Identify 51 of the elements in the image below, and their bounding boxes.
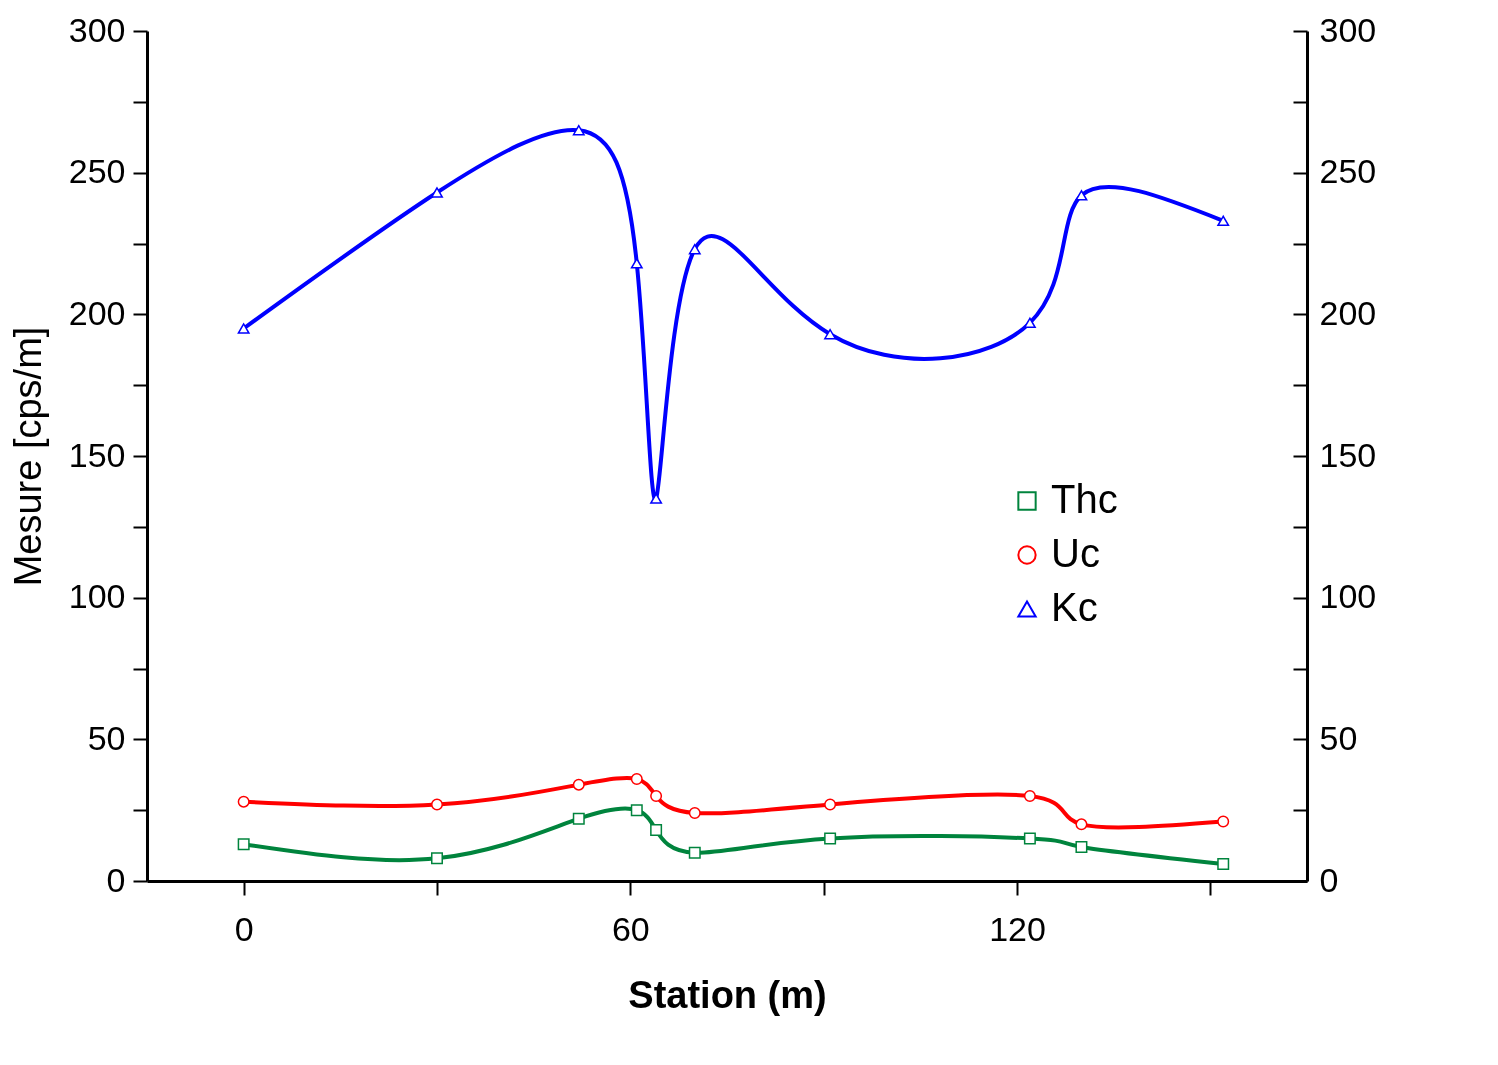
point xyxy=(630,773,643,785)
point xyxy=(824,832,837,845)
point xyxy=(1075,841,1088,853)
point xyxy=(688,243,701,255)
point xyxy=(1023,317,1036,329)
point xyxy=(1217,815,1230,828)
legend-label: Thc xyxy=(1051,477,1118,521)
point xyxy=(630,804,643,817)
x-tick-label: 120 xyxy=(989,909,1046,948)
point xyxy=(1075,818,1088,831)
point xyxy=(572,812,585,825)
point xyxy=(688,846,701,859)
point xyxy=(824,328,837,340)
point xyxy=(1023,832,1036,845)
y2-tick-label: 150 xyxy=(1319,435,1377,474)
point xyxy=(1075,190,1088,201)
y-tick-label: 0 xyxy=(106,860,126,899)
point xyxy=(431,852,443,865)
point xyxy=(1217,215,1230,227)
point xyxy=(688,807,701,819)
y-tick-label: 100 xyxy=(68,577,126,616)
legend-label: Kc xyxy=(1051,585,1098,629)
y-tick-label: 200 xyxy=(68,293,126,332)
y2-tick-label: 300 xyxy=(1319,10,1377,49)
point xyxy=(650,824,663,836)
point xyxy=(1023,790,1036,802)
point xyxy=(431,187,443,198)
y2-tick-label: 50 xyxy=(1319,718,1358,757)
y2-tick-label: 250 xyxy=(1319,152,1377,191)
y2-tick-label: 100 xyxy=(1319,577,1377,616)
x-tick-label: 60 xyxy=(611,909,650,948)
x-axis-title: Station (m) xyxy=(628,973,827,1016)
y-tick-label: 250 xyxy=(68,152,126,191)
x-tick-label: 0 xyxy=(234,909,254,948)
point xyxy=(572,124,585,136)
point xyxy=(1217,858,1230,870)
point xyxy=(237,838,250,851)
point xyxy=(431,798,443,811)
y-axis-title: Mesure [cps/m] xyxy=(6,326,49,587)
y2-tick-label: 200 xyxy=(1319,293,1377,332)
point xyxy=(237,795,250,808)
legend-label: Uc xyxy=(1051,531,1100,575)
point xyxy=(572,778,585,791)
point xyxy=(630,258,643,269)
y-tick-label: 50 xyxy=(87,718,126,757)
y-tick-label: 150 xyxy=(68,435,126,474)
point xyxy=(237,323,250,334)
point xyxy=(650,790,663,802)
y-tick-label: 300 xyxy=(68,10,126,49)
point xyxy=(824,798,837,811)
y2-tick-label: 0 xyxy=(1319,860,1339,899)
